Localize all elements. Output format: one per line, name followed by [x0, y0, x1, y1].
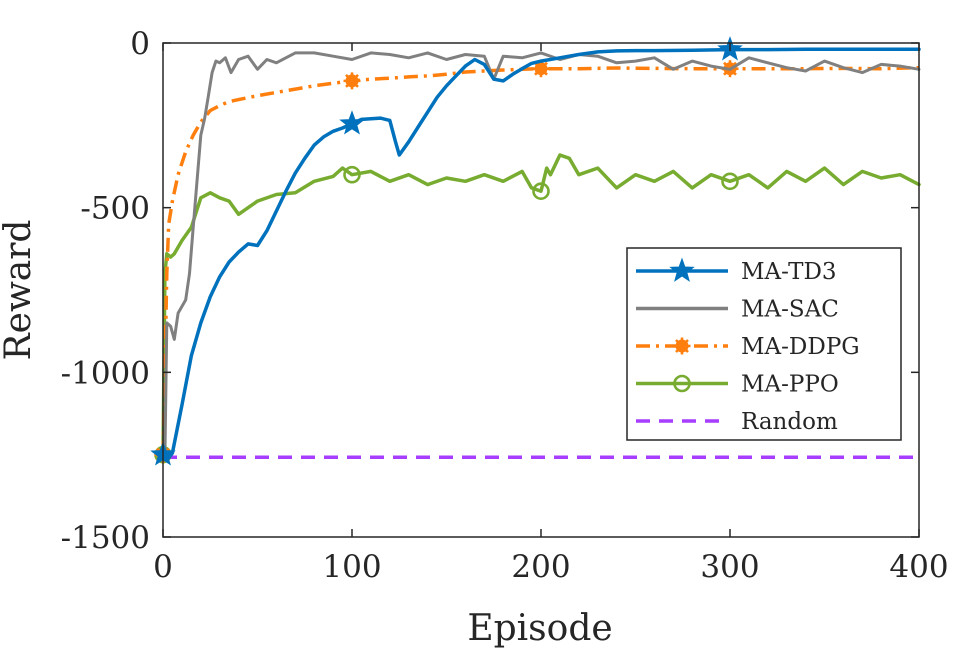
x-tick-label: 300 — [700, 549, 759, 585]
legend-entry-ma-ppo: MA-PPO — [636, 372, 839, 398]
legend-label-random: Random — [741, 409, 838, 435]
series-line-ma-ppo — [161, 153, 921, 457]
y-tick-label: -1000 — [61, 355, 150, 391]
y-axis-title: Reward — [0, 220, 39, 361]
legend-entry-random: Random — [636, 409, 838, 435]
series-layer — [150, 36, 921, 466]
legend-label-ma-ppo: MA-PPO — [741, 372, 839, 398]
x-tick-label: 400 — [889, 549, 948, 585]
marker-ma-ppo-300 — [721, 172, 739, 191]
legend-marker-ma-ddpg — [673, 337, 691, 355]
x-tick-label: 0 — [153, 549, 173, 585]
legend-marker-ma-ddpg-arm — [675, 339, 689, 353]
legend: MA-TD3 MA-SAC MA-DDPG MA-PPO Random — [626, 247, 902, 441]
marker-ma-ppo-100 — [343, 165, 361, 184]
marker-ma-ddpg-100-arm — [345, 73, 359, 88]
series-line-ma-ddpg — [161, 65, 920, 455]
legend-marker-ma-ppo — [673, 374, 691, 393]
legend-entry-ma-td3: MA-TD3 — [636, 257, 837, 285]
marker-ma-ddpg-200-arm — [534, 61, 548, 76]
x-tick-label: 100 — [322, 549, 381, 585]
legend-marker-ma-td3 — [669, 257, 695, 282]
x-tick-label: 200 — [511, 549, 570, 585]
legend-label-ma-sac: MA-SAC — [741, 297, 839, 323]
x-axis-title: Episode — [467, 608, 612, 649]
series-line-ma-sac — [161, 51, 921, 460]
tick-layer: 0 100 200 300 400 0 -500 -1000 -1500 — [61, 26, 949, 585]
y-tick-label: -1500 — [61, 520, 150, 556]
marker-ma-ppo-200 — [532, 182, 550, 200]
y-tick-label: 0 — [130, 26, 150, 62]
marker-ma-ddpg-200 — [532, 60, 550, 78]
legend-label-ma-td3: MA-TD3 — [741, 259, 837, 285]
legend-entry-ma-ddpg: MA-DDPG — [636, 334, 860, 360]
y-tick-label: -500 — [80, 191, 150, 227]
legend-entry-ma-sac: MA-SAC — [636, 297, 839, 323]
series-line-ma-td3 — [161, 47, 921, 460]
legend-label-ma-ddpg: MA-DDPG — [741, 334, 860, 360]
legend-box — [626, 247, 902, 441]
marker-ma-ddpg-100 — [343, 72, 361, 90]
marker-ma-td3-100 — [339, 110, 365, 135]
